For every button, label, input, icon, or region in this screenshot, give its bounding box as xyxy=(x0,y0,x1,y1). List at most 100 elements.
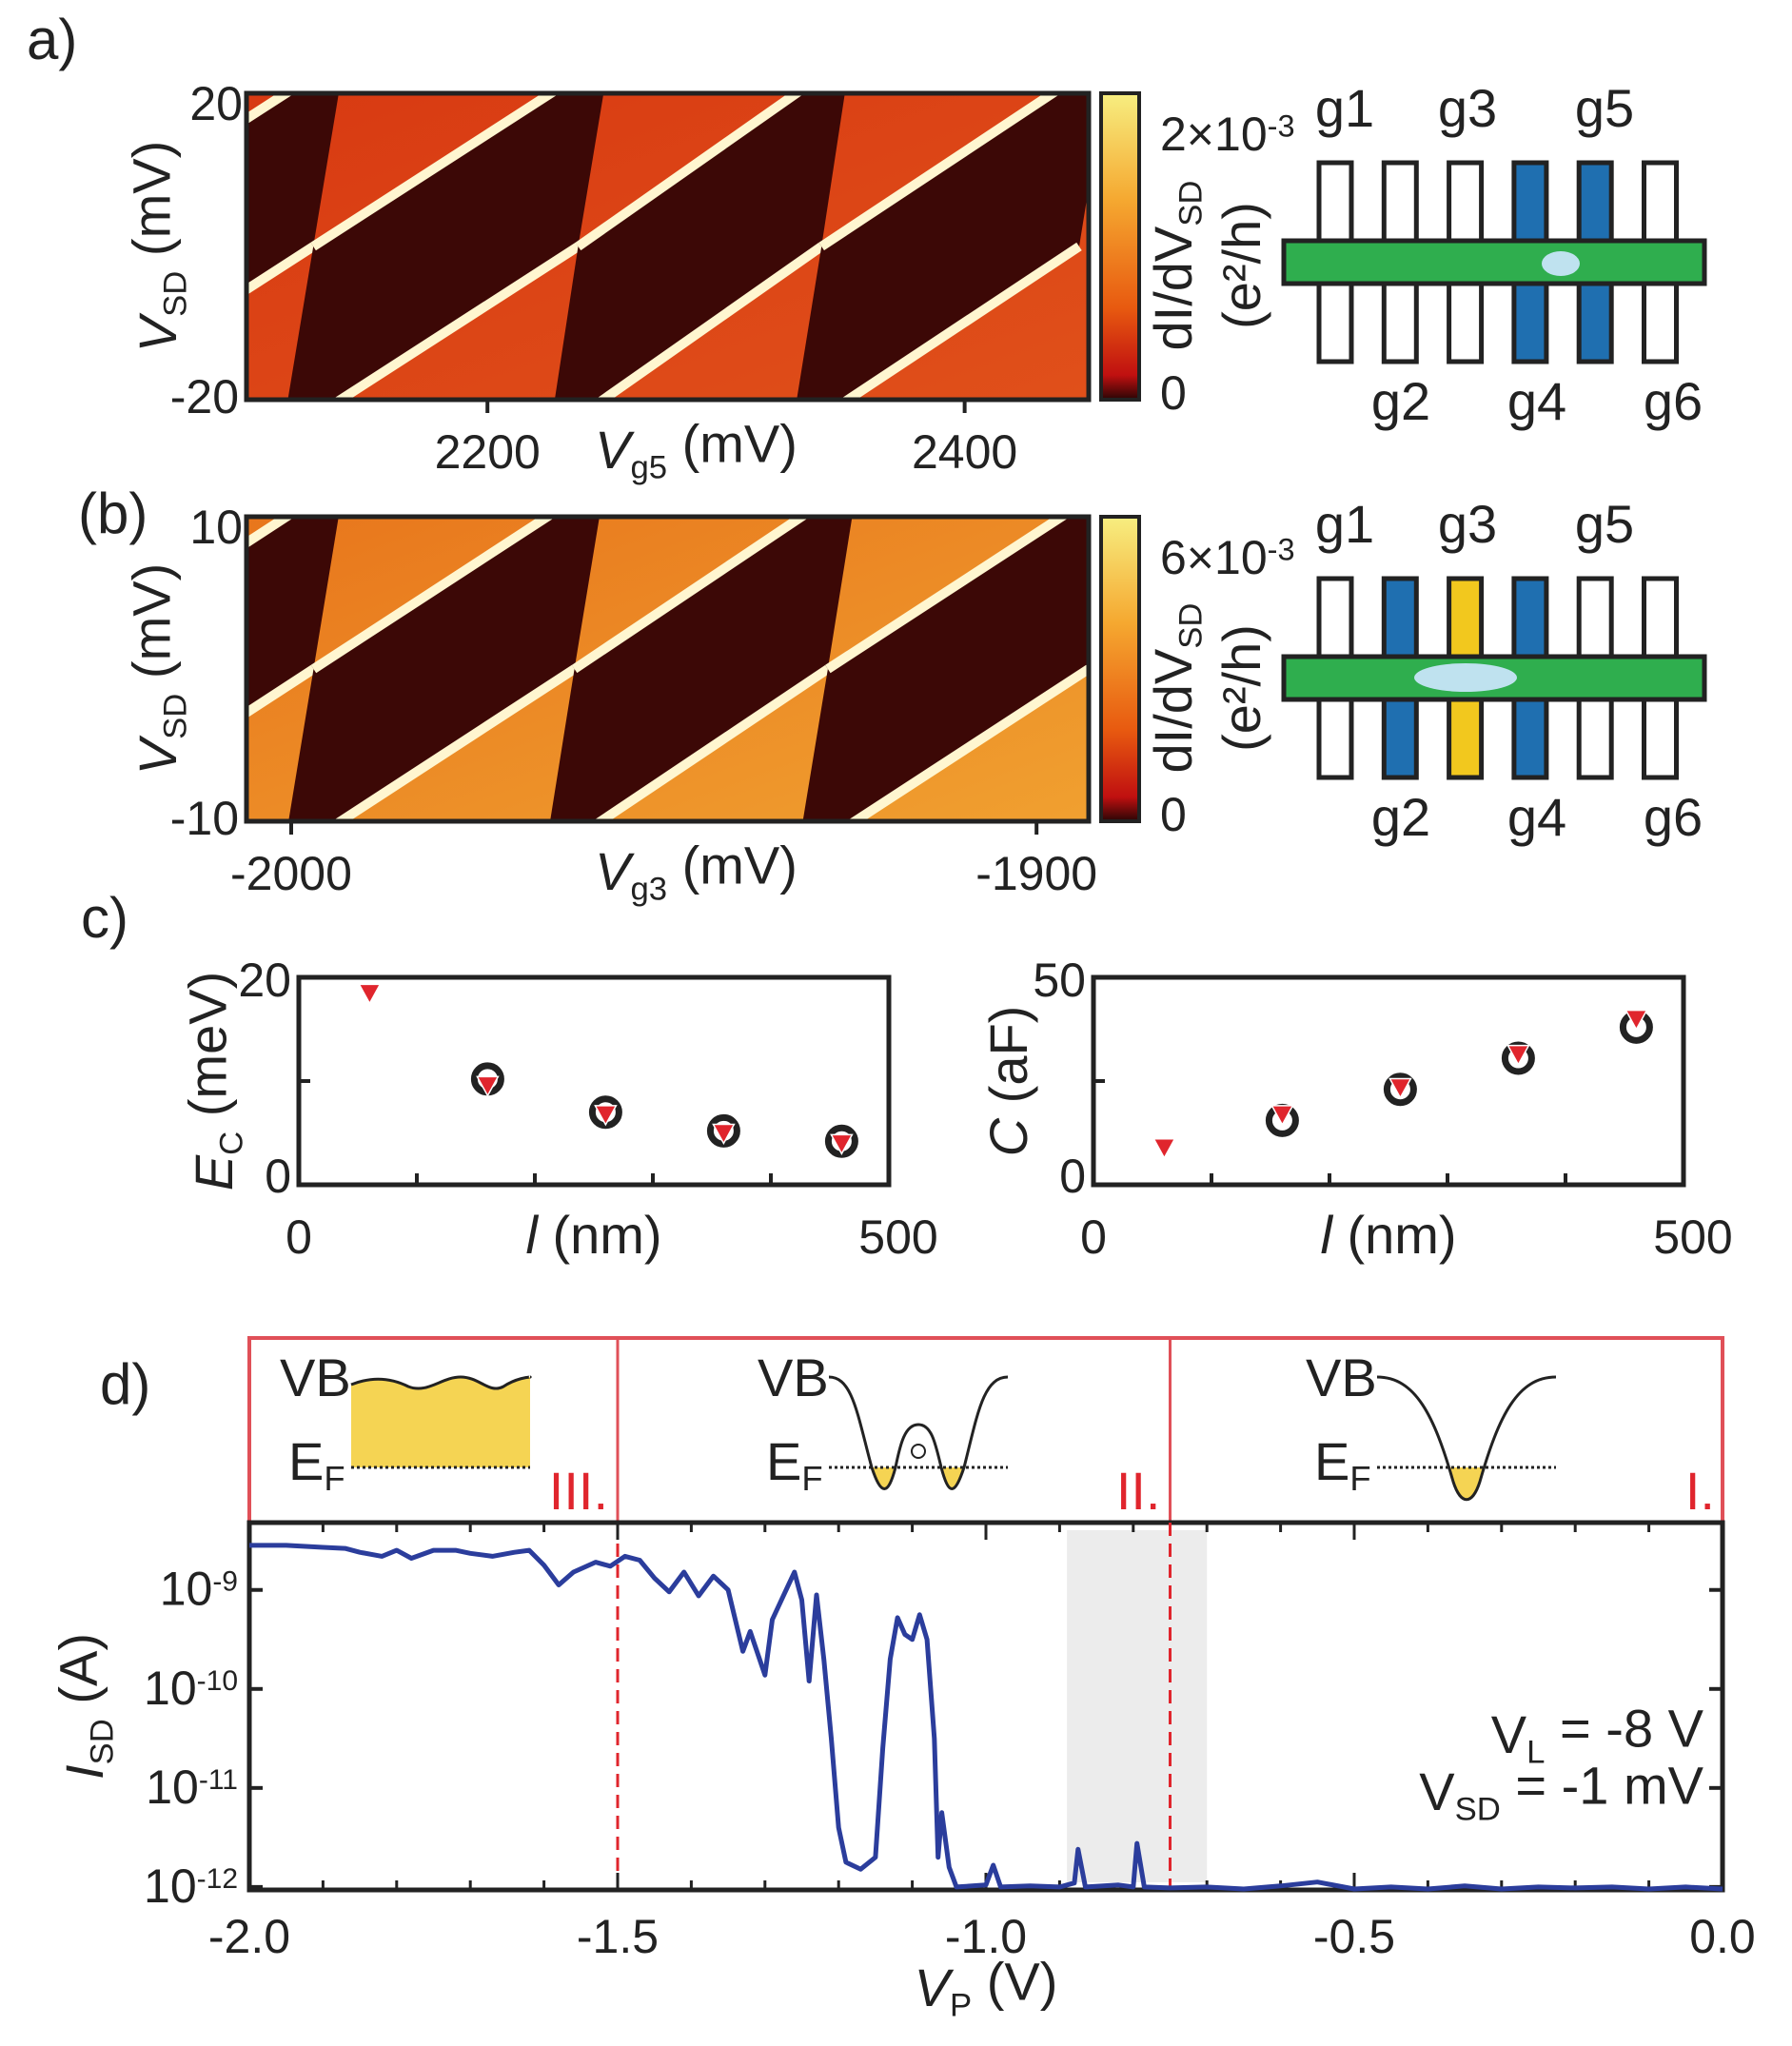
y-axis-label-unit: (meV) xyxy=(178,972,238,1131)
x-axis-label-unit: (mV) xyxy=(667,414,798,474)
panel-label-d: d) xyxy=(100,1352,150,1416)
excited-state-line xyxy=(310,517,557,674)
ef-main: E xyxy=(288,1431,324,1491)
y-axis-label-unit: (aF) xyxy=(978,1006,1038,1118)
y-axis-label-unit: (mV) xyxy=(122,141,182,271)
ef-label: EF xyxy=(288,1431,345,1498)
annotation: VL = -8 V xyxy=(1491,1699,1704,1771)
y-axis-label-main: V xyxy=(128,312,187,352)
y-axis-label-main: V xyxy=(128,735,187,775)
x-tick-label: 500 xyxy=(1653,1210,1732,1264)
gate-label: g4 xyxy=(1507,371,1566,431)
annotation-rest: = -8 V xyxy=(1545,1699,1703,1759)
x-tick-label: 2400 xyxy=(912,425,1017,479)
data-point-triangle xyxy=(1625,1009,1648,1032)
colorbar-label-sub: SD xyxy=(1172,603,1209,649)
coulomb-diamond xyxy=(246,93,339,290)
gate-g5-bottom xyxy=(1576,697,1614,780)
excited-state-line xyxy=(818,93,1062,251)
gate-g4-top xyxy=(1511,576,1549,659)
colorbar-label-unit: (e²/h) xyxy=(1211,624,1271,752)
gate-g3-top xyxy=(1447,160,1485,244)
y-tick-label: 10-12 xyxy=(144,1859,238,1913)
valence-band-edge xyxy=(350,1375,532,1390)
colorbar-label: dI/dVSD(e²/h) xyxy=(1143,181,1271,351)
excited-state-line xyxy=(571,517,811,674)
excited-state-line xyxy=(331,242,581,400)
x-axis-label-sub: g3 xyxy=(630,871,667,907)
coulomb-diamond xyxy=(554,93,845,400)
colorbar-min-label: 0 xyxy=(1160,788,1187,841)
ef-main: E xyxy=(1314,1431,1349,1491)
colorbar-min-label: 0 xyxy=(1160,366,1187,420)
y-tick-label: 10 xyxy=(189,501,243,554)
excited-state-line xyxy=(595,242,825,400)
colorbar-max-mantissa: 2×10 xyxy=(1160,108,1268,161)
quantum-dot xyxy=(1414,663,1517,692)
colorbar-label: dI/dVSD(e²/h) xyxy=(1143,603,1271,774)
gate-label: g6 xyxy=(1644,787,1703,847)
y-tick-base: 10 xyxy=(146,1761,199,1814)
band-diagram-1: VB EF xyxy=(280,1348,532,1498)
annotation: VSD = -1 mV xyxy=(1419,1756,1703,1828)
scatter-c-right: 0 500 0 50 xyxy=(1033,954,1732,1264)
y-axis-label: ISD (A) xyxy=(49,1633,121,1780)
colorbar xyxy=(1099,515,1141,823)
gate-g6-bottom xyxy=(1642,697,1679,780)
heatmap-content xyxy=(246,517,1089,821)
gate-g4-bottom xyxy=(1511,281,1549,364)
y-axis-label: VSD (mV) xyxy=(122,141,194,352)
gate-label: g2 xyxy=(1371,787,1430,847)
x-axis-label-main: V xyxy=(915,1957,955,2017)
ef-label: EF xyxy=(1314,1431,1371,1498)
x-axis-label-unit: (V) xyxy=(972,1952,1057,2012)
gate-g5-top xyxy=(1576,160,1614,244)
excited-state-line xyxy=(825,517,1071,674)
x-tick-label: 0 xyxy=(286,1210,312,1264)
gate-label: g3 xyxy=(1438,494,1497,554)
data-point-triangle xyxy=(712,1123,736,1146)
valence-band-edge xyxy=(828,1375,1009,1490)
y-tick-label: 50 xyxy=(1033,954,1086,1007)
data-point-triangle xyxy=(1152,1138,1176,1160)
y-axis-label: EC (meV) xyxy=(178,972,250,1190)
y-axis-label-main: I xyxy=(54,1764,114,1780)
y-tick-label: 10-11 xyxy=(146,1761,238,1814)
x-axis-label-unit: (nm) xyxy=(538,1205,662,1265)
data-point-circle xyxy=(1383,1072,1417,1107)
excited-state-line xyxy=(592,664,831,821)
hole-state xyxy=(911,1444,926,1459)
region-label: II. xyxy=(1116,1461,1161,1521)
band-mask xyxy=(1377,1377,1556,1510)
ef-label: EF xyxy=(766,1431,823,1498)
colorbar-max-label: 2×10-3 xyxy=(1160,108,1295,161)
gate-g3-bottom xyxy=(1447,697,1485,780)
y-tick-label: 20 xyxy=(238,954,291,1007)
band-diagram-3: VB EF xyxy=(1306,1348,1557,1510)
y-tick-label: 10-9 xyxy=(160,1563,238,1616)
y-tick-exponent: -12 xyxy=(197,1863,238,1895)
gate-label: g5 xyxy=(1575,78,1634,138)
x-axis-label-sub: g5 xyxy=(630,449,667,485)
excited-state-line xyxy=(839,242,1082,400)
gate-label: g1 xyxy=(1315,78,1374,138)
y-axis-label-sub: SD xyxy=(157,271,193,317)
band-diagram-2: VB EF xyxy=(758,1348,1009,1510)
y-tick-label: 10-10 xyxy=(144,1662,238,1715)
coulomb-diamond xyxy=(802,517,1089,821)
y-axis-label-sub: C xyxy=(213,1131,249,1155)
heatmap-frame xyxy=(244,90,1092,403)
y-tick-label: 0 xyxy=(265,1150,291,1203)
gate-g5-bottom xyxy=(1576,281,1614,364)
x-tick-label: 0.0 xyxy=(1689,1910,1756,1963)
x-axis-label: Vg5 (mV) xyxy=(595,414,798,486)
colorbar-max-label: 6×10-3 xyxy=(1160,531,1295,584)
annotation-sub: L xyxy=(1526,1734,1545,1770)
gate-g1-bottom xyxy=(1316,281,1354,364)
x-tick-label: -1.5 xyxy=(577,1910,659,1963)
coulomb-diamond xyxy=(246,517,339,713)
data-point-triangle xyxy=(1270,1105,1294,1127)
